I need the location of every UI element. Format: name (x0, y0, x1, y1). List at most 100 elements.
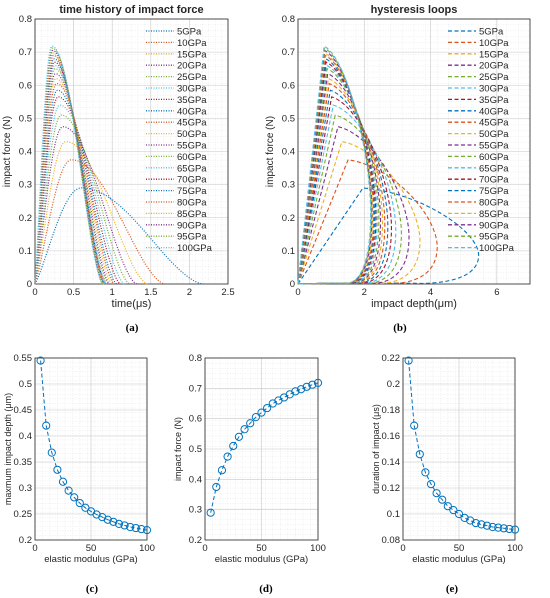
legend: 5GPa10GPa15GPa20GPa25GPa30GPa35GPa40GPa4… (146, 27, 213, 254)
y-axis-label: impact force (N) (173, 417, 183, 481)
x-axis-label: time(μs) (112, 298, 152, 310)
y-axis-label: duration of impact (μs) (371, 404, 381, 494)
y-tick-label: 0.6 (282, 80, 295, 91)
legend-label: 20GPa (479, 61, 509, 72)
legend-label: 55GPa (177, 141, 207, 152)
y-tick-label: 0.35 (14, 457, 33, 468)
data-point (114, 519, 124, 528)
y-tick-label: 0.4 (189, 474, 202, 485)
legend-label: 25GPa (177, 72, 207, 83)
series-line-15GPa (34, 140, 148, 285)
data-point (308, 380, 317, 389)
data-point (471, 519, 480, 528)
caption-c: (c) (86, 583, 99, 595)
data-point (212, 482, 221, 492)
data-point (302, 382, 311, 391)
legend-label: 10GPa (177, 38, 207, 49)
data-point (449, 506, 458, 515)
y-tick-label: 0.6 (189, 414, 202, 425)
data-point (109, 517, 118, 526)
data-point (291, 387, 300, 396)
x-tick-label: 100 (507, 543, 523, 554)
data-point (421, 468, 430, 477)
y-axis-label: impact force (N) (265, 116, 276, 187)
axes-frame (297, 18, 531, 285)
y-tick-label: 0.2 (282, 213, 295, 224)
series-line (40, 360, 148, 531)
data-point (410, 421, 419, 430)
chart-panel-d: 0 50 100 0.2 0.3 0.4 0.5 0.6 0.7 0.8 elastic modul… (173, 353, 326, 565)
data-point (81, 503, 90, 512)
x-tick-label: 0 (32, 543, 37, 554)
series-line-100GPa (34, 45, 103, 285)
x-tick-label: 100 (310, 543, 326, 554)
legend-label: 45GPa (177, 118, 207, 129)
series-line-70GPa (34, 61, 106, 285)
data-point (217, 466, 227, 475)
legend-label: 90GPa (177, 220, 207, 231)
y-tick-label: 0.4 (282, 147, 295, 158)
x-tick-label: 2 (362, 287, 367, 298)
legend-label: 50GPa (479, 129, 509, 140)
x-tick-label: 6 (494, 287, 499, 298)
y-axis-label: impact force (N) (2, 116, 13, 187)
data-point (482, 521, 492, 530)
data-point (488, 522, 497, 532)
legend-label: 5GPa (479, 27, 504, 38)
chart-title: time history of impact force (59, 4, 203, 16)
chart-panel-c: 0 50 100 0.2 0.25 0.3 0.35 0.4 0.45 0.5 0.55 elasti… (3, 353, 155, 565)
axes-frame (34, 18, 229, 285)
y-tick-label: 0.3 (282, 180, 295, 191)
y-tick-label: 0.08 (382, 535, 401, 546)
y-tick-label: 0.7 (189, 383, 202, 394)
x-axis-label: elastic modulus (GPa) (215, 554, 308, 565)
legend: 5GPa10GPa15GPa20GPa25GPa30GPa35GPa40GPa4… (448, 27, 515, 254)
data-point (432, 489, 441, 498)
y-tick-label: 0.16 (382, 431, 401, 442)
y-tick-label: 0.3 (19, 180, 32, 191)
data-point (477, 520, 486, 529)
data-point (454, 509, 464, 519)
legend-label: 60GPa (479, 152, 509, 163)
data-point (246, 419, 255, 428)
data-point (137, 524, 146, 534)
y-tick-label: 0.2 (189, 535, 202, 546)
data-point (415, 450, 424, 459)
data-point (36, 356, 45, 365)
legend-label: 90GPa (479, 220, 509, 231)
data-point (206, 508, 215, 517)
legend-label: 50GPa (177, 129, 207, 140)
legend-label: 100GPa (177, 243, 213, 254)
legend-label: 30GPa (479, 84, 509, 95)
legend-label: 95GPa (479, 232, 509, 243)
legend-label: 45GPa (479, 118, 509, 129)
legend-label: 85GPa (479, 209, 509, 220)
legend-label: 20GPa (177, 61, 207, 72)
y-tick-label: 0.7 (282, 47, 295, 58)
data-point (443, 502, 452, 511)
axes-frame (402, 357, 516, 541)
series-line-10GPa (34, 159, 164, 285)
y-tick-label: 0.3 (189, 505, 202, 516)
series-line-95GPa (34, 47, 104, 285)
data-point (64, 486, 73, 495)
y-tick-label: 0.12 (382, 483, 401, 494)
y-tick-label: 0.4 (19, 147, 32, 158)
legend-label: 35GPa (177, 95, 207, 106)
data-point (53, 465, 62, 474)
data-point (42, 421, 51, 430)
series-loop-10GPa (297, 159, 438, 285)
legend-label: 5GPa (177, 27, 202, 38)
y-tick-label: 0.8 (19, 14, 32, 25)
data-point (142, 526, 152, 535)
y-tick-label: 0.1 (387, 509, 400, 520)
x-axis-label: elastic modulus (GPa) (412, 554, 505, 565)
y-tick-label: 0.25 (14, 509, 33, 520)
y-tick-label: 0.5 (19, 379, 32, 390)
series-group (297, 45, 480, 285)
legend-label: 60GPa (177, 152, 207, 163)
data-point (426, 480, 436, 489)
data-point (313, 378, 323, 387)
series-line-5GPa (34, 187, 204, 285)
x-tick-label: 0 (32, 287, 37, 298)
